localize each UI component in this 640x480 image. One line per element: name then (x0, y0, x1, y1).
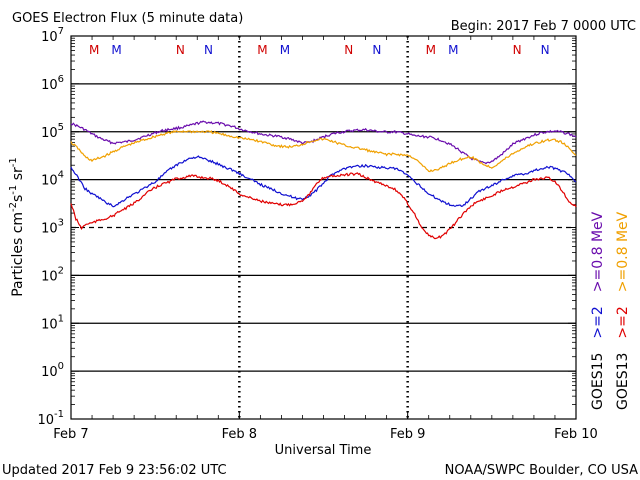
marker-m-1: M (111, 43, 121, 57)
marker-n-10: N (513, 43, 522, 57)
series-line-goes13-low (70, 172, 577, 240)
legend-low: >=2 (615, 306, 631, 338)
legend: GOES15 >=2 >=0.8 MeV GOES13 >=2 >=0.8 MeV (590, 211, 631, 410)
x-tick-label-2: Feb 9 (390, 427, 425, 442)
y-axis-ticks: 107 106 105 104 103 102 101 100 10-1 (37, 26, 576, 428)
marker-n-2: N (176, 43, 185, 57)
y-tick-label-4: 103 (41, 218, 64, 237)
y-tick-label-5: 102 (41, 265, 64, 284)
marker-n-6: N (344, 43, 353, 57)
legend-low: >=2 (590, 306, 606, 338)
y-tick-label-7: 100 (41, 361, 64, 380)
legend-row-goes13: GOES13 >=2 >=0.8 MeV (615, 211, 631, 410)
marker-m-0: M (89, 43, 99, 57)
y-label-sr: sr (10, 167, 26, 185)
legend-satellite: GOES13 (615, 353, 631, 410)
marker-n-3: N (204, 43, 213, 57)
y-tick-label-6: 101 (41, 313, 64, 332)
series-line-goes15-low (70, 155, 577, 208)
marker-n-11: N (541, 43, 550, 57)
y-tick-label-3: 104 (41, 170, 64, 189)
y-label-base: Particles cm (10, 212, 26, 297)
y-tick-label-0: 107 (41, 26, 64, 45)
updated-label: Updated 2017 Feb 9 23:56:02 UTC (2, 463, 227, 478)
reference-lines (71, 83, 576, 372)
svg-text:Particles cm-2s-1 sr-1: Particles cm-2s-1 sr-1 (8, 157, 26, 297)
x-tick-label-1: Feb 8 (222, 427, 257, 442)
legend-high: >=0.8 MeV (615, 211, 631, 292)
y-axis-label: Particles cm-2s-1 sr-1 (8, 157, 26, 297)
x-axis-ticks: Feb 7 Feb 8 Feb 9 Feb 10 (53, 36, 598, 442)
y-label-exp1: -2 (8, 202, 19, 212)
x-tick-label-0: Feb 7 (53, 427, 88, 442)
begin-label: Begin: 2017 Feb 7 0000 UTC (451, 19, 636, 34)
y-label-exp2: -1 (8, 185, 19, 195)
y-label-s: s (10, 195, 26, 202)
marker-m-8: M (426, 43, 436, 57)
y-label-exp3: -1 (8, 157, 19, 167)
legend-row-goes15: GOES15 >=2 >=0.8 MeV (590, 211, 606, 410)
svg-text:GOES15>=2>=0.8 MeV: GOES15 >=2 >=0.8 MeV (590, 211, 606, 410)
series-lines (70, 120, 577, 240)
chart-title: GOES Electron Flux (5 minute data) (12, 11, 243, 26)
legend-satellite: GOES15 (590, 353, 606, 410)
series-line-goes15-high (70, 120, 577, 165)
y-tick-label-8: 10-1 (37, 409, 64, 428)
marker-m-4: M (257, 43, 267, 57)
credit-label: NOAA/SWPC Boulder, CO USA (445, 463, 638, 478)
series-line-goes13-high (70, 129, 577, 173)
marker-m-9: M (448, 43, 458, 57)
y-tick-label-1: 106 (41, 74, 64, 93)
day-separators (238, 36, 409, 419)
marker-n-7: N (372, 43, 381, 57)
marker-m-5: M (280, 43, 290, 57)
y-tick-label-2: 105 (41, 122, 64, 141)
x-tick-label-3: Feb 10 (554, 427, 598, 442)
x-axis-label: Universal Time (275, 443, 372, 458)
svg-text:GOES13>=2>=0.8 MeV: GOES13 >=2 >=0.8 MeV (615, 211, 631, 410)
legend-high: >=0.8 MeV (590, 211, 606, 292)
